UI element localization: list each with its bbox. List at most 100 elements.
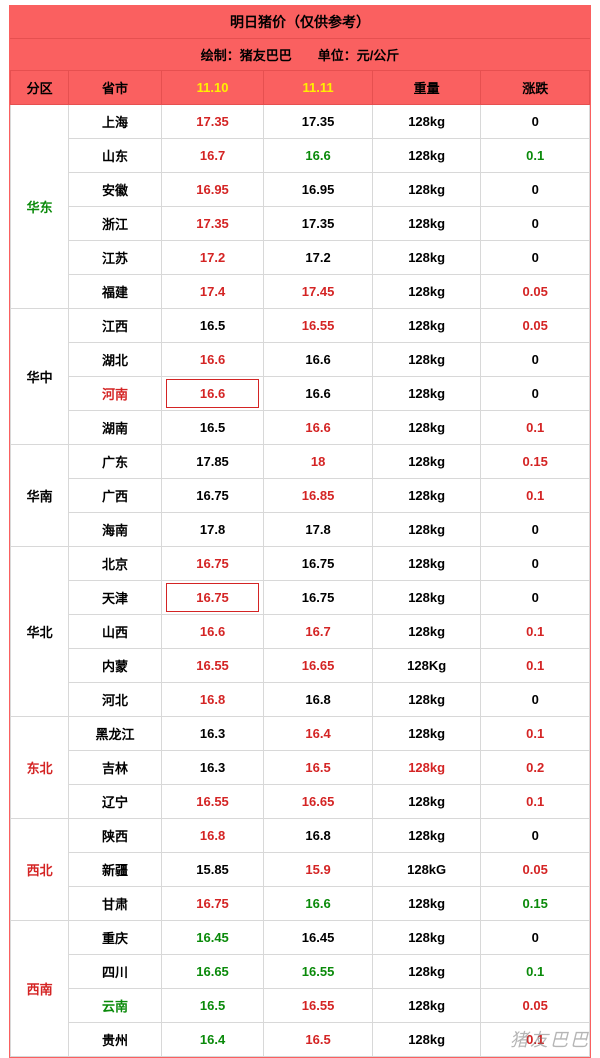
table-row: 四川16.6516.55128kg0.1: [11, 955, 590, 989]
province-cell: 内蒙: [69, 649, 161, 683]
col-region: 分区: [11, 71, 69, 105]
d2-cell: 16.6: [264, 411, 373, 445]
weight-cell: 128kg: [372, 445, 481, 479]
d2-cell: 17.8: [264, 513, 373, 547]
change-cell: 0: [481, 921, 590, 955]
d1-cell: 16.6: [161, 343, 264, 377]
province-cell: 浙江: [69, 207, 161, 241]
d1-cell: 16.65: [161, 955, 264, 989]
d2-cell: 17.35: [264, 207, 373, 241]
d1-cell: 16.75: [161, 479, 264, 513]
change-cell: 0.1: [481, 955, 590, 989]
col-change: 涨跌: [481, 71, 590, 105]
change-cell: 0: [481, 377, 590, 411]
province-cell: 贵州: [69, 1023, 161, 1057]
d2-cell: 16.95: [264, 173, 373, 207]
change-cell: 0.1: [481, 717, 590, 751]
province-cell: 江苏: [69, 241, 161, 275]
d1-cell: 16.8: [161, 819, 264, 853]
weight-cell: 128kg: [372, 955, 481, 989]
weight-cell: 128kg: [372, 921, 481, 955]
change-cell: 0.1: [481, 411, 590, 445]
weight-cell: 128kg: [372, 819, 481, 853]
d1-cell: 16.8: [161, 683, 264, 717]
table-row: 西北陕西16.816.8128kg0: [11, 819, 590, 853]
table-row: 湖南16.516.6128kg0.1: [11, 411, 590, 445]
d2-cell: 16.7: [264, 615, 373, 649]
weight-cell: 128kg: [372, 1023, 481, 1057]
weight-cell: 128Kg: [372, 649, 481, 683]
change-cell: 0: [481, 683, 590, 717]
region-cell: 西北: [11, 819, 69, 921]
d2-cell: 16.85: [264, 479, 373, 513]
d2-cell: 16.5: [264, 751, 373, 785]
change-cell: 0.1: [481, 785, 590, 819]
table-row: 湖北16.616.6128kg0: [11, 343, 590, 377]
weight-cell: 128kg: [372, 105, 481, 139]
d2-cell: 16.75: [264, 547, 373, 581]
province-cell: 四川: [69, 955, 161, 989]
table-row: 海南17.817.8128kg0: [11, 513, 590, 547]
table-row: 云南16.516.55128kg0.05: [11, 989, 590, 1023]
d1-cell: 16.75: [161, 581, 264, 615]
d1-cell: 16.6: [161, 377, 264, 411]
table-header-row: 分区 省市 11.10 11.11 重量 涨跌: [11, 71, 590, 105]
table-row: 甘肃16.7516.6128kg0.15: [11, 887, 590, 921]
weight-cell: 128kg: [372, 989, 481, 1023]
d1-cell: 16.75: [161, 887, 264, 921]
table-row: 华南广东17.8518128kg0.15: [11, 445, 590, 479]
region-cell: 东北: [11, 717, 69, 819]
province-cell: 江西: [69, 309, 161, 343]
province-cell: 海南: [69, 513, 161, 547]
table-row: 辽宁16.5516.65128kg0.1: [11, 785, 590, 819]
table-row: 内蒙16.5516.65128Kg0.1: [11, 649, 590, 683]
table-row: 河北16.816.8128kg0: [11, 683, 590, 717]
province-cell: 北京: [69, 547, 161, 581]
d2-cell: 17.35: [264, 105, 373, 139]
d1-cell: 16.95: [161, 173, 264, 207]
change-cell: 0.05: [481, 853, 590, 887]
d1-cell: 15.85: [161, 853, 264, 887]
province-cell: 湖北: [69, 343, 161, 377]
province-cell: 河北: [69, 683, 161, 717]
d2-cell: 16.6: [264, 377, 373, 411]
d1-cell: 16.5: [161, 989, 264, 1023]
d2-cell: 16.8: [264, 819, 373, 853]
table-row: 安徽16.9516.95128kg0: [11, 173, 590, 207]
weight-cell: 128kg: [372, 479, 481, 513]
d1-cell: 16.55: [161, 649, 264, 683]
change-cell: 0.05: [481, 275, 590, 309]
watermark: 猪友巴巴: [510, 1026, 590, 1052]
province-cell: 山东: [69, 139, 161, 173]
d2-cell: 15.9: [264, 853, 373, 887]
d2-cell: 16.55: [264, 309, 373, 343]
d1-cell: 16.3: [161, 751, 264, 785]
weight-cell: 128kg: [372, 377, 481, 411]
d1-cell: 16.5: [161, 309, 264, 343]
province-cell: 辽宁: [69, 785, 161, 819]
weight-cell: 128kg: [372, 751, 481, 785]
d1-cell: 17.35: [161, 207, 264, 241]
weight-cell: 128kg: [372, 241, 481, 275]
weight-cell: 128kg: [372, 887, 481, 921]
d1-cell: 16.7: [161, 139, 264, 173]
table-row: 山西16.616.7128kg0.1: [11, 615, 590, 649]
change-cell: 0: [481, 173, 590, 207]
region-cell: 西南: [11, 921, 69, 1057]
province-cell: 云南: [69, 989, 161, 1023]
table-row: 河南16.616.6128kg0: [11, 377, 590, 411]
table-row: 华中江西16.516.55128kg0.05: [11, 309, 590, 343]
province-cell: 广西: [69, 479, 161, 513]
d2-cell: 16.55: [264, 955, 373, 989]
weight-cell: 128kg: [372, 275, 481, 309]
change-cell: 0: [481, 513, 590, 547]
d1-cell: 17.35: [161, 105, 264, 139]
d2-cell: 16.65: [264, 785, 373, 819]
change-cell: 0.1: [481, 139, 590, 173]
d2-cell: 17.45: [264, 275, 373, 309]
table-row: 山东16.716.6128kg0.1: [11, 139, 590, 173]
change-cell: 0: [481, 105, 590, 139]
region-cell: 华东: [11, 105, 69, 309]
province-cell: 新疆: [69, 853, 161, 887]
province-cell: 黑龙江: [69, 717, 161, 751]
